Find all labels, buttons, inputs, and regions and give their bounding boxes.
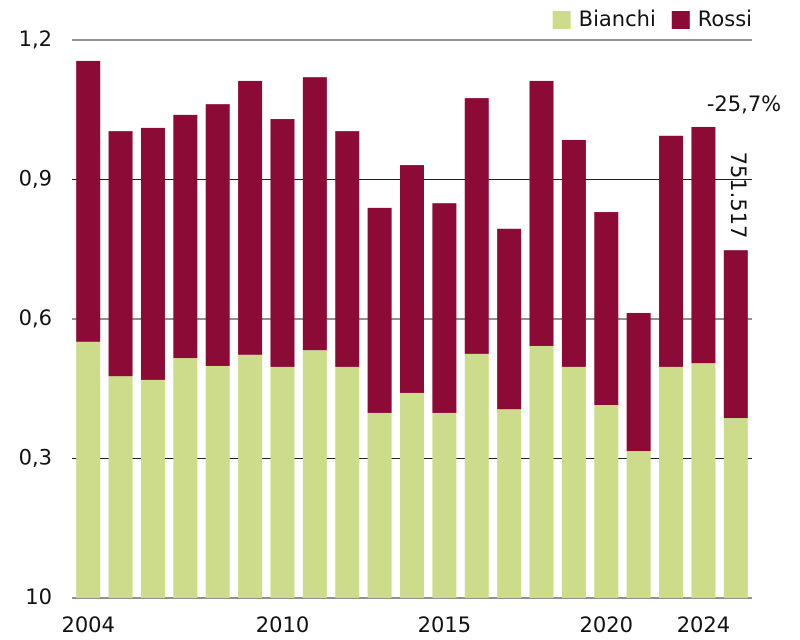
bar-segment — [400, 392, 424, 598]
bar-segment — [335, 131, 360, 367]
bar-segment — [205, 104, 230, 366]
bar-segment — [464, 98, 489, 354]
bar-segment — [723, 418, 748, 598]
x-tick-label: 2020 — [580, 613, 633, 637]
bar-segment — [497, 409, 522, 598]
bar-segment — [464, 353, 489, 598]
legend-swatch — [671, 11, 690, 29]
bar-segment — [270, 119, 295, 367]
bar-segment — [335, 366, 360, 598]
bar-segment — [529, 345, 554, 598]
bar-segment — [691, 363, 716, 598]
legend-label: Bianchi — [579, 7, 656, 31]
y-tick-label: 10 — [25, 585, 52, 609]
bar-segment — [108, 376, 133, 598]
bar-segment — [723, 250, 748, 419]
bar-segment — [626, 312, 651, 452]
bar-segment — [626, 451, 651, 598]
y-tick-label: 0,3 — [19, 446, 52, 470]
bar-segment — [659, 366, 684, 598]
y-tick-label: 0,6 — [19, 306, 52, 330]
bar-segment — [302, 77, 327, 351]
bar-segment — [76, 60, 101, 342]
bar-segment — [367, 207, 392, 413]
bar-segment — [367, 412, 392, 598]
bar-segment — [238, 354, 263, 598]
bar-segment — [76, 341, 101, 598]
legend-swatch — [552, 11, 571, 29]
bar-segment — [561, 366, 586, 598]
bar-segment — [497, 228, 522, 410]
bar-segment — [691, 126, 716, 364]
y-tick-label: 0,9 — [19, 167, 52, 191]
bar-segment — [432, 203, 457, 413]
x-tick-label: 2024 — [677, 613, 730, 637]
legend-label: Rossi — [698, 7, 752, 31]
bar-segment — [173, 114, 198, 359]
bar-segment — [205, 365, 230, 598]
annotation-total: 751.517 — [726, 152, 750, 239]
x-tick-label: 2010 — [256, 613, 309, 637]
x-tick-label: 2004 — [61, 613, 114, 637]
bar-segment — [108, 131, 133, 377]
bar-segment — [140, 379, 165, 598]
y-tick-label: 1,2 — [19, 27, 52, 51]
bar-segment — [140, 127, 165, 380]
annotation-change: -25,7% — [707, 92, 781, 116]
bar-segment — [432, 412, 457, 598]
bar-segment — [302, 350, 327, 598]
bar-segment — [238, 80, 263, 355]
bar-segment — [400, 165, 424, 393]
bar-segment — [529, 80, 554, 346]
bar-segment — [594, 212, 619, 406]
bar-segment — [561, 139, 586, 367]
bar-segment — [659, 135, 684, 367]
bar-segment — [594, 405, 619, 598]
bar-segment — [270, 366, 295, 598]
x-tick-label: 2015 — [418, 613, 471, 637]
bar-segment — [173, 358, 198, 598]
